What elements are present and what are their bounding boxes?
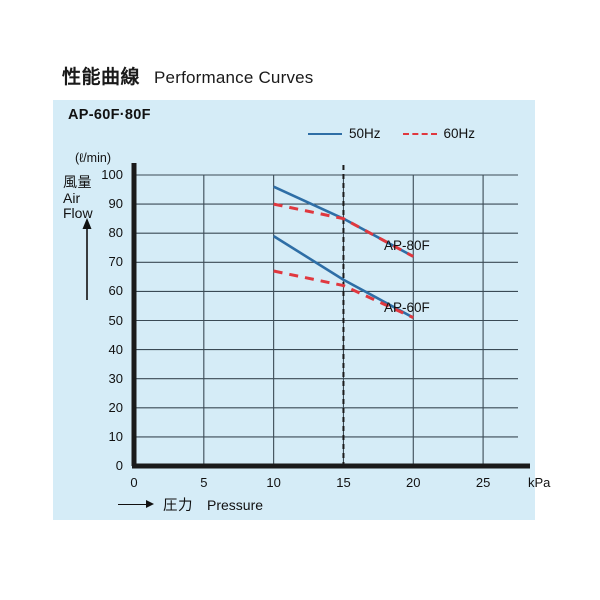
chart-panel: AP-60F·80F 50Hz 60Hz (ℓ/min) 風量 Air Flow… — [53, 100, 550, 520]
x-axis-caption: 圧力 Pressure — [118, 494, 263, 515]
y-axis-tick-label: 90 — [108, 196, 123, 212]
y-axis-title-english-line1: Air — [63, 189, 81, 206]
x-axis-tick-label: 25 — [475, 475, 491, 490]
curve-label-ap80f: AP-80F — [384, 238, 430, 253]
y-axis-tick-label: 20 — [108, 399, 123, 415]
series-line-ap-80f-60hz — [273, 202, 414, 258]
legend-swatch-dashed-icon — [402, 132, 437, 135]
y-axis-unit-label: (ℓ/min) — [75, 151, 111, 165]
legend-swatch-solid-icon — [308, 132, 342, 135]
y-axis-title-japanese: 風量 — [63, 174, 92, 190]
curve-label-ap60f: AP-60F — [384, 300, 430, 315]
chart-legend: 50Hz 60Hz — [308, 126, 475, 141]
legend-item-60hz: 60Hz — [402, 126, 476, 141]
y-axis-title-english-line2: Flow — [63, 205, 93, 222]
x-axis-unit-label: kPa — [528, 475, 551, 490]
legend-label-60hz: 60Hz — [443, 126, 476, 141]
chart-svg — [82, 163, 530, 469]
up-arrow-icon — [82, 218, 92, 300]
x-axis-tick-label: 10 — [266, 475, 281, 490]
x-axis-tick-label: 20 — [406, 475, 421, 490]
y-axis-tick-label: 80 — [108, 225, 123, 241]
right-arrow-icon — [118, 500, 154, 510]
chart-plot-area: (ℓ/min) 風量 Air Flow AP-80F AP-60F 100 90 8… — [53, 100, 550, 520]
y-axis-tick-label: 50 — [108, 312, 123, 328]
x-axis-tick-label: 5 — [200, 475, 208, 490]
y-axis-tick-label: 100 — [101, 167, 123, 182]
page-title-japanese: 性能曲線 — [62, 67, 141, 88]
y-axis-tick-label: 70 — [108, 254, 123, 270]
x-axis-title-english: Pressure — [207, 496, 264, 513]
y-axis-tick-label: 40 — [108, 341, 123, 357]
y-axis-tick-label: 30 — [108, 370, 123, 386]
y-axis-tick-label: 60 — [108, 283, 123, 299]
model-title: AP-60F·80F — [68, 107, 151, 123]
page-title-english: Performance Curves — [154, 68, 314, 87]
series-line-ap-60f-50hz — [272, 235, 414, 319]
x-axis-tick-label: 0 — [130, 475, 138, 490]
legend-item-50hz: 50Hz — [308, 126, 381, 141]
legend-label-50hz: 50Hz — [349, 126, 381, 141]
y-axis-tick-label: 0 — [115, 458, 123, 473]
y-axis-tick-label: 10 — [108, 428, 123, 444]
series-line-ap-60f-60hz — [273, 269, 414, 319]
x-axis-title-japanese: 圧力 — [163, 498, 193, 514]
y-axis-title: 風量 Air Flow — [63, 174, 93, 222]
x-axis-tick-label: 15 — [336, 475, 351, 490]
page-title: 性能曲線 Performance Curves — [62, 62, 314, 89]
